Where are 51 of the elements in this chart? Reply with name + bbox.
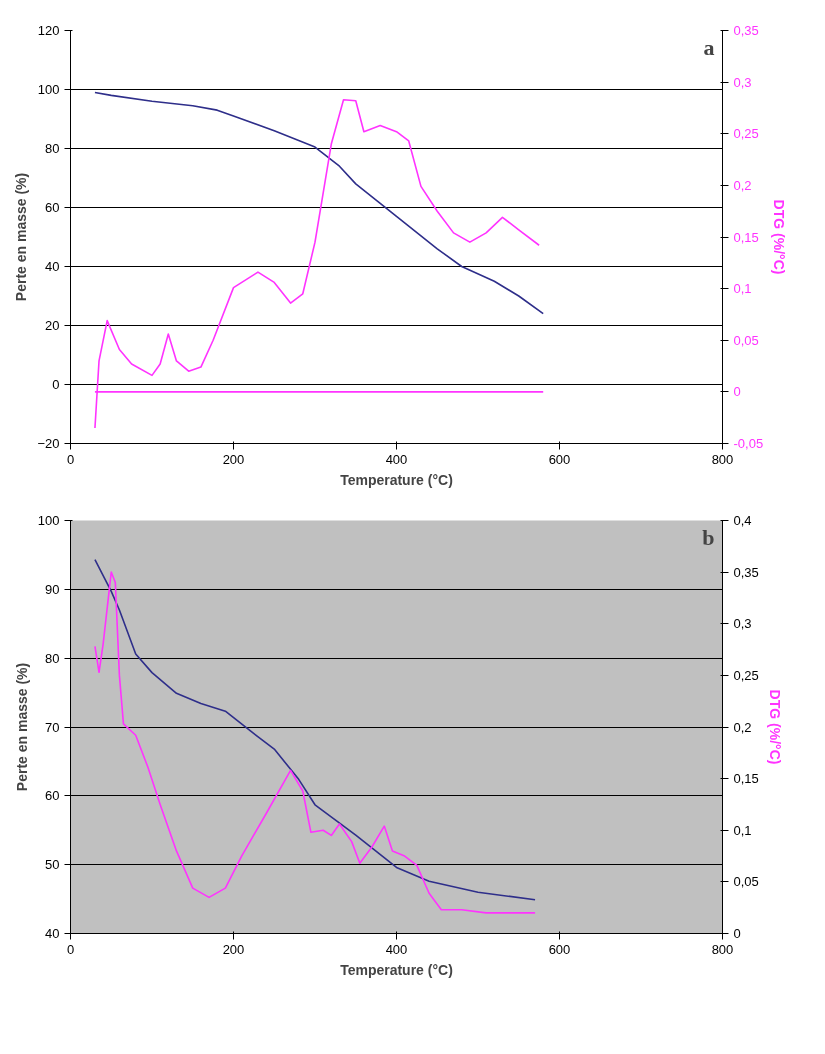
y2-axis-title: DTG (%/°C) xyxy=(771,199,788,275)
y-tick-label: 60 xyxy=(45,788,60,804)
y2-tick-label: 0,3 xyxy=(733,616,752,632)
x-tick-label: 800 xyxy=(711,941,734,957)
x-tick-label: 200 xyxy=(222,451,245,467)
y-tick-label: 100 xyxy=(37,82,60,97)
x-tick-label: 600 xyxy=(548,941,571,957)
y2-tick-label: 0,2 xyxy=(733,719,752,735)
x-tick-label: 800 xyxy=(711,451,734,467)
y-tick-label: 80 xyxy=(45,141,60,156)
y-tick-label: 60 xyxy=(45,200,60,215)
y2-tick-label: 0,4 xyxy=(733,513,752,528)
y-tick-label: 0 xyxy=(52,377,60,392)
y2-tick-label: 0,3 xyxy=(733,74,752,90)
x-tick-label: 200 xyxy=(222,941,245,957)
y2-tick-label: 0,05 xyxy=(733,874,759,890)
y-tick-label: 70 xyxy=(45,719,60,735)
y-tick-label: 20 xyxy=(45,318,60,333)
y-tick-label: 50 xyxy=(45,857,60,873)
x-tick-label: 0 xyxy=(66,941,75,957)
x-tick-label: 400 xyxy=(385,451,408,467)
x-tick-label: 0 xyxy=(66,451,75,467)
annotation: a xyxy=(703,34,715,60)
y2-tick-label: 0,1 xyxy=(733,281,752,297)
y2-tick-label: 0,1 xyxy=(733,822,752,838)
y2-tick-label: 0,2 xyxy=(733,177,752,193)
y2-tick-label: 0,15 xyxy=(733,229,759,245)
y2-tick-label: 0,25 xyxy=(733,126,759,142)
y2-tick-label: 0,15 xyxy=(733,771,759,787)
y2-tick-label: 0,25 xyxy=(733,667,759,683)
y-tick-label: −20 xyxy=(37,436,60,451)
y-tick-label: 90 xyxy=(45,581,60,597)
y2-tick-label: 0,35 xyxy=(733,23,759,38)
x-axis-title: Temperature (°C) xyxy=(340,961,453,978)
y2-tick-label: 0,05 xyxy=(733,332,759,348)
y-tick-label: 100 xyxy=(37,513,60,528)
y2-tick-label: 0 xyxy=(733,926,741,941)
y-axis-title: Perte en masse (%) xyxy=(13,172,30,302)
y-tick-label: 40 xyxy=(45,259,60,274)
y2-tick-label: 0,35 xyxy=(733,564,759,580)
y-tick-label: 40 xyxy=(45,926,60,941)
y-tick-label: 80 xyxy=(45,650,60,666)
y-axis-title: Perte en masse (%) xyxy=(13,662,30,792)
x-tick-label: 600 xyxy=(548,451,571,467)
y-tick-label: 120 xyxy=(37,23,60,38)
x-axis-title: Temperature (°C) xyxy=(340,471,453,488)
y2-tick-label: 0 xyxy=(733,384,741,400)
y2-tick-label: -0,05 xyxy=(733,436,764,451)
y2-axis-title: DTG (%/°C) xyxy=(766,689,783,765)
x-tick-label: 400 xyxy=(385,941,408,957)
annotation: b xyxy=(702,524,715,550)
